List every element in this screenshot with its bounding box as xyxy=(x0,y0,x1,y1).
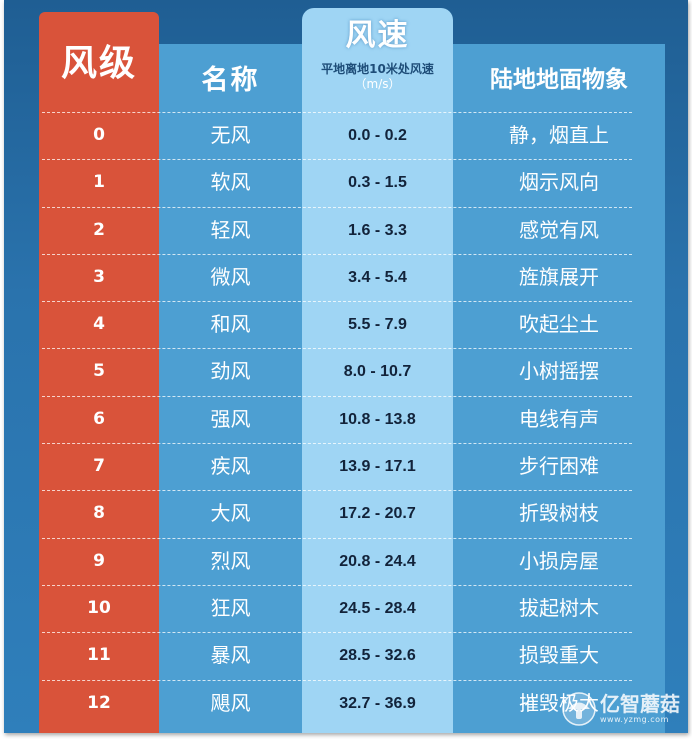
table-row: 6 强风 10.8 - 13.8 电线有声 xyxy=(4,395,688,443)
row-divider xyxy=(42,537,632,539)
row-divider xyxy=(42,301,632,303)
row-divider xyxy=(42,348,632,350)
header-phenomenon: 陆地地面物象 xyxy=(490,67,628,93)
level-cell: 6 xyxy=(93,408,105,429)
level-cell: 1 xyxy=(93,172,105,193)
level-cell: 0 xyxy=(93,125,105,145)
level-cell: 9 xyxy=(93,550,105,571)
phenomenon-cell: 吹起尘土 xyxy=(519,312,599,337)
level-cell: 7 xyxy=(93,456,105,477)
table-row: 5 劲风 8.0 - 10.7 小树摇摆 xyxy=(4,348,688,395)
speed-cell: 13.9 - 17.1 xyxy=(339,458,416,476)
row-divider xyxy=(42,159,632,161)
speed-cell: 24.5 - 28.4 xyxy=(339,599,416,617)
phenomenon-cell: 旌旗展开 xyxy=(519,264,599,289)
level-cell: 10 xyxy=(87,597,111,618)
name-cell: 飓风 xyxy=(210,690,251,715)
phenomenon-cell: 烟示风向 xyxy=(519,170,599,195)
row-divider xyxy=(42,443,632,445)
watermark-text: 亿智蘑菇 www.yzmg.com xyxy=(600,694,680,724)
level-cell: 11 xyxy=(87,645,111,666)
phenomenon-cell: 小损房屋 xyxy=(519,548,599,573)
table-header: 风级 名称 风速 平地离地10米处风速 （m/s） 陆地地面物象 xyxy=(4,0,688,112)
table-row: 8 大风 17.2 - 20.7 折毁树枝 xyxy=(4,490,688,537)
level-cell: 5 xyxy=(93,361,105,382)
speed-cell: 20.8 - 24.4 xyxy=(339,552,416,570)
phenomenon-cell: 小树摇摆 xyxy=(519,359,599,384)
name-cell: 暴风 xyxy=(210,643,251,668)
speed-cell: 10.8 - 13.8 xyxy=(339,410,416,428)
phenomenon-cell: 静，烟直上 xyxy=(509,123,609,147)
phenomenon-cell: 折毁树枝 xyxy=(519,501,599,526)
header-speed-subtitle: 平地离地10米处风速 xyxy=(321,62,434,76)
header-speed-unit: （m/s） xyxy=(354,77,401,91)
speed-cell: 3.4 - 5.4 xyxy=(348,268,407,286)
phenomenon-cell: 损毁重大 xyxy=(519,643,599,668)
watermark-url: www.yzmg.com xyxy=(600,715,669,724)
table-row: 2 轻风 1.6 - 3.3 感觉有风 xyxy=(4,206,688,254)
speed-cell: 32.7 - 36.9 xyxy=(339,694,416,712)
watermark: 亿智蘑菇 www.yzmg.com xyxy=(562,689,680,729)
name-cell: 狂风 xyxy=(210,595,251,620)
name-cell: 疾风 xyxy=(210,454,251,479)
name-column-band xyxy=(159,44,302,733)
level-cell: 4 xyxy=(93,314,105,335)
name-cell: 无风 xyxy=(210,123,251,147)
level-cell: 8 xyxy=(93,503,105,524)
phenomenon-cell: 电线有声 xyxy=(519,406,599,431)
row-divider xyxy=(42,490,632,492)
row-divider xyxy=(42,206,632,208)
name-cell: 和风 xyxy=(210,312,251,337)
level-cell: 3 xyxy=(93,266,105,287)
speed-cell: 5.5 - 7.9 xyxy=(348,316,407,334)
header-speed: 风速 平地离地10米处风速 （m/s） xyxy=(302,16,453,91)
speed-cell: 28.5 - 32.6 xyxy=(339,647,416,665)
name-cell: 软风 xyxy=(210,170,251,195)
name-cell: 大风 xyxy=(210,501,251,526)
header-name: 名称 xyxy=(201,65,260,96)
phenomenon-cell: 感觉有风 xyxy=(519,217,599,242)
speed-cell: 1.6 - 3.3 xyxy=(348,221,407,239)
name-cell: 微风 xyxy=(210,264,251,289)
header-speed-title: 风速 xyxy=(345,18,410,53)
beaufort-wind-scale-table: 风级 名称 风速 平地离地10米处风速 （m/s） 陆地地面物象 0 无风 0.0 … xyxy=(4,0,688,733)
mushroom-logo-icon xyxy=(562,692,596,726)
row-divider xyxy=(42,632,632,634)
row-divider xyxy=(42,112,632,113)
table-row: 9 烈风 20.8 - 24.4 小损房屋 xyxy=(4,537,688,585)
table-row: 4 和风 5.5 - 7.9 吹起尘土 xyxy=(4,301,688,348)
level-cell: 12 xyxy=(87,692,111,713)
row-divider xyxy=(42,395,632,397)
name-cell: 烈风 xyxy=(210,548,251,573)
speed-cell: 0.3 - 1.5 xyxy=(348,174,407,192)
table-row: 3 微风 3.4 - 5.4 旌旗展开 xyxy=(4,253,688,301)
speed-cell: 8.0 - 10.7 xyxy=(343,363,412,381)
name-cell: 强风 xyxy=(210,406,251,431)
row-divider xyxy=(42,679,632,681)
table-row: 10 狂风 24.5 - 28.4 拔起树木 xyxy=(4,584,688,632)
name-cell: 劲风 xyxy=(210,359,251,384)
speed-cell: 17.2 - 20.7 xyxy=(339,505,416,523)
row-divider xyxy=(42,253,632,255)
phenomenon-cell: 拔起树木 xyxy=(519,595,599,620)
name-cell: 轻风 xyxy=(210,217,251,242)
phenomenon-cell: 步行困难 xyxy=(519,454,599,479)
row-divider xyxy=(42,584,632,586)
phenomenon-column-band xyxy=(453,44,665,733)
watermark-brand: 亿智蘑菇 xyxy=(600,692,680,716)
speed-column-band xyxy=(302,8,453,733)
table-row: 1 软风 0.3 - 1.5 烟示风向 xyxy=(4,159,688,206)
table-row: 11 暴风 28.5 - 32.6 损毁重大 xyxy=(4,632,688,679)
speed-cell: 0.0 - 0.2 xyxy=(348,127,407,144)
level-column-band xyxy=(39,12,159,733)
table-row: 0 无风 0.0 - 0.2 静，烟直上 xyxy=(4,112,688,159)
table-row: 7 疾风 13.9 - 17.1 步行困难 xyxy=(4,443,688,490)
header-level: 风级 xyxy=(60,43,137,84)
level-cell: 2 xyxy=(93,219,105,240)
table-body: 0 无风 0.0 - 0.2 静，烟直上 1 软风 0.3 - 1.5 烟示风向 2 轻风 1.6 … xyxy=(4,112,688,727)
